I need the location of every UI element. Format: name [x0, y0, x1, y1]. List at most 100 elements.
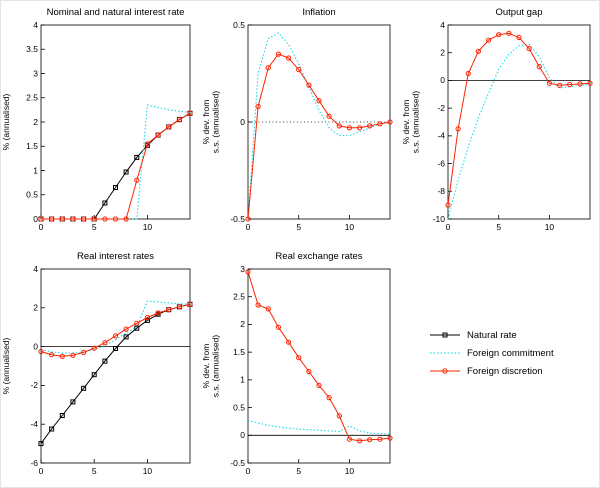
marker-circle: [70, 352, 76, 358]
y-tick-label: 3: [33, 68, 38, 78]
marker-circle: [306, 368, 312, 375]
y-tick-label: 1.5: [233, 347, 245, 357]
marker-circle: [316, 98, 322, 104]
marker-circle: [275, 51, 282, 57]
marker-circle: [187, 301, 193, 307]
marker-circle: [144, 314, 150, 321]
y-tick-label: -6: [30, 458, 38, 468]
series-line-discretion: [447, 32, 591, 206]
y-tick-label: -4: [30, 419, 38, 429]
x-tick-label: 5: [296, 222, 301, 232]
marker-circle: [336, 123, 342, 129]
marker-circle: [134, 177, 140, 183]
marker-circle: [516, 34, 522, 41]
x-tick-label: 10: [143, 466, 153, 476]
marker-square: [144, 317, 150, 323]
marker-square: [123, 169, 129, 175]
marker-circle: [38, 348, 44, 355]
marker-circle: [506, 30, 512, 36]
series-line-commitment: [447, 43, 591, 220]
marker-circle: [187, 110, 193, 116]
legend-item-natural: Natural rate: [429, 329, 554, 341]
y-tick-label: -6: [437, 158, 445, 168]
x-tick-label: 5: [92, 466, 97, 476]
axes-box: [40, 268, 191, 464]
y-tick-label: 1: [33, 165, 38, 175]
marker-circle: [255, 103, 261, 110]
x-tick-label: 0: [446, 222, 451, 232]
marker-circle: [486, 37, 492, 43]
marker-circle: [91, 345, 97, 351]
marker-circle: [306, 82, 312, 88]
y-tick-label: 0: [240, 117, 245, 127]
subplot-title: Output gap: [495, 7, 542, 18]
y-tick-label: 2: [33, 303, 38, 313]
marker-circle: [49, 352, 55, 358]
marker-circle: [557, 82, 563, 88]
marker-circle: [367, 437, 373, 443]
y-axis-label: s.s. (annualised): [411, 91, 421, 154]
marker-square: [102, 200, 108, 206]
marker-circle: [536, 64, 542, 70]
subplot-cell-output-gap: 0 5 10 -10 -8 -6 -4 -2 0 2 4 Output gap % dev. from s…: [401, 1, 599, 245]
x-tick-label: 10: [345, 466, 355, 476]
y-tick-label: -8: [437, 186, 445, 196]
marker-square: [113, 185, 118, 190]
x-tick-label: 0: [246, 222, 251, 232]
y-tick-label: 3: [240, 264, 245, 274]
marker-square: [59, 413, 65, 418]
legend-item-discretion: Foreign discretion: [429, 365, 554, 377]
marker-circle: [245, 269, 251, 275]
y-axis-label: % dev. from: [401, 100, 411, 145]
marker-circle: [286, 55, 292, 61]
legend-cell: Natural rate Foreign commitment Foreign di…: [401, 245, 599, 487]
marker-circle: [377, 436, 383, 442]
legend-swatch-natural: [430, 332, 460, 338]
y-tick-label: 4: [33, 264, 38, 274]
x-tick-label: 10: [545, 222, 555, 232]
series-line-discretion: [41, 112, 191, 220]
x-tick-label: 5: [296, 466, 301, 476]
y-tick-label: -2: [437, 103, 445, 113]
subplot-nominal-and-natural-interest-rate: 0 5 10 0 0.5 1 1.5 2 2.5 3 3.5 4 Nominal and natural…: [1, 7, 193, 232]
y-tick-label: 0: [240, 430, 245, 440]
marker-circle: [123, 326, 129, 332]
legend: Natural rate Foreign commitment Foreign di…: [429, 329, 554, 377]
x-tick-label: 5: [92, 222, 97, 232]
marker-circle: [587, 80, 593, 86]
marker-square: [49, 426, 55, 432]
marker-circle: [70, 216, 76, 222]
marker-square: [134, 325, 140, 331]
marker-circle: [346, 436, 352, 442]
marker-circle: [377, 121, 383, 127]
y-tick-label: 2: [440, 48, 445, 58]
marker-circle: [526, 46, 532, 52]
marker-circle: [387, 119, 393, 125]
y-tick-label: 3.5: [26, 44, 38, 54]
marker-circle: [296, 67, 302, 73]
legend-item-commitment: Foreign commitment: [429, 347, 554, 359]
y-tick-label: 0.5: [233, 20, 245, 30]
marker-circle: [445, 202, 451, 208]
marker-circle: [367, 123, 373, 129]
y-axis-label: % dev. from: [201, 344, 211, 389]
subplot-cell-real-exchange: 0 5 10 -0.5 0 0.5 1 1.5 2 2.5 3 Real exchange rates…: [201, 245, 401, 487]
marker-circle: [59, 353, 65, 359]
marker-circle: [326, 395, 332, 401]
marker-circle: [567, 82, 573, 88]
subplot-title: Inflation: [302, 7, 335, 18]
x-tick-label: 0: [39, 222, 44, 232]
series-line-discretion: [247, 53, 391, 220]
subplot-real-interest-rates: 0 5 10 -6 -4 -2 0 2 4 Real interest rates % (annua…: [1, 251, 193, 476]
marker-circle: [59, 216, 65, 222]
marker-circle: [81, 349, 87, 356]
y-axis-label: % dev. from: [201, 100, 211, 145]
subplot-title: Real interest rates: [77, 251, 154, 262]
marker-circle: [166, 307, 172, 313]
marker-circle: [176, 304, 182, 310]
x-tick-label: 10: [143, 222, 153, 232]
y-tick-label: 0.5: [233, 402, 245, 412]
marker-square: [81, 385, 87, 391]
